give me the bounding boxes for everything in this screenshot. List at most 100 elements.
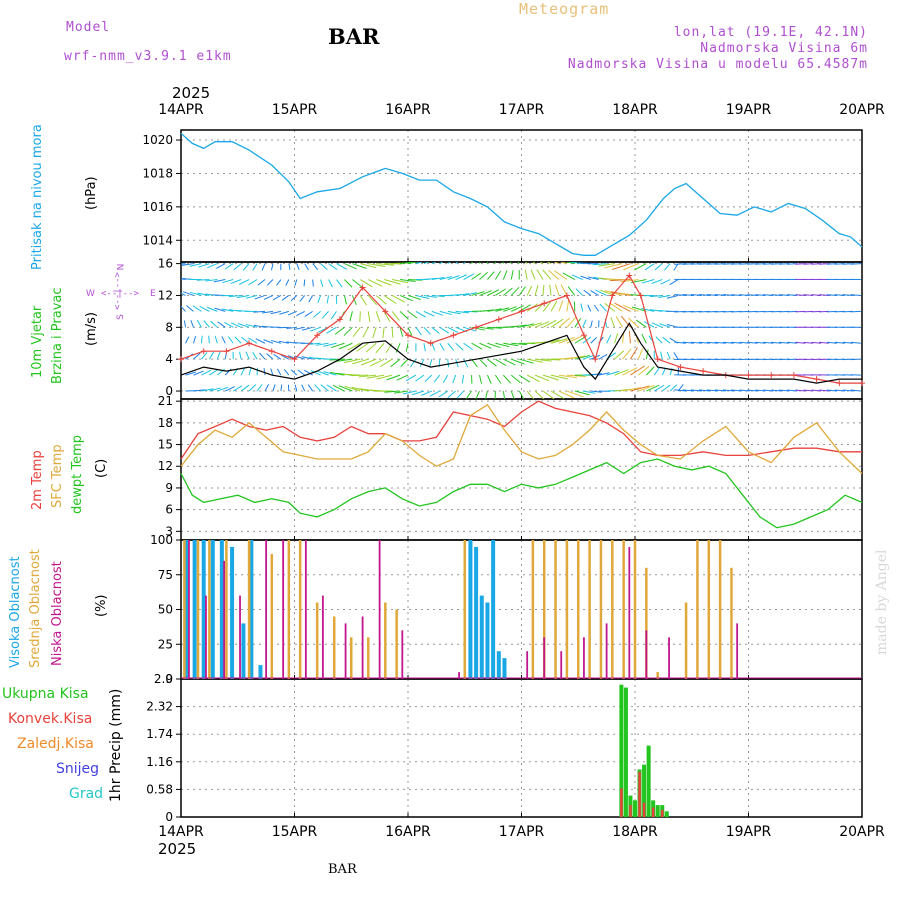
wind-arrow [637,348,644,360]
wind-arrow [255,338,266,344]
high-cloud-bar [210,540,215,679]
total-precip-bar [619,684,624,817]
wind-arrow [548,269,560,280]
wind-arrow [666,294,679,299]
wind-arrow [698,389,710,392]
wind-arrow [503,342,519,347]
wind-arrow [431,326,440,334]
wind-arrow [787,341,798,344]
wind-arrow [517,262,520,264]
wind-arrow [582,319,587,328]
wind-arrow [296,310,305,317]
wind-arrow [615,316,623,328]
wind-arrow [731,389,742,392]
convective-precip-bar [629,805,632,817]
wind-arrow [763,389,774,392]
wind-arrow [312,279,314,287]
wind-arrow [273,353,282,360]
wind-arrow [415,374,425,382]
y-tick-label: 15 [158,438,173,452]
wind-gust-marker [654,356,661,363]
wind-arrow [590,373,602,376]
wind-arrow [214,307,226,312]
wind-arrow [380,358,393,367]
wind-arrow [383,295,397,304]
wind-arrow [494,270,502,280]
wind-arrow [850,310,861,313]
wind-arrow [423,262,430,265]
wind-arrow [580,303,584,312]
wind-arrow [201,352,208,360]
convective-precip-bar [642,802,646,817]
wind-arrow [352,358,369,365]
wind-arrow [375,311,381,323]
wind-arrow [230,279,242,285]
wind-arrow [641,308,655,312]
wind-arrow [587,276,599,281]
wind-arrow [252,352,258,360]
wind-arrow [755,389,766,392]
wind-arrow [755,341,766,344]
wind-arrow [471,262,473,264]
wind-arrow [630,365,645,376]
wind-arrow [479,262,481,264]
wind-arrow [301,384,306,392]
low-cloud-bar [205,595,207,679]
wind-gust-marker [427,340,434,347]
wind-arrow [431,276,445,281]
y-tick-label: 0 [165,672,173,686]
y-tick-label: 18 [158,416,173,430]
wind-arrow [190,320,194,328]
wind-arrow [336,263,347,270]
wind-arrow [424,374,433,382]
low-cloud-bar [543,637,546,679]
wind-arrow [666,351,671,360]
wind-arrow [731,263,742,265]
wind-arrow [511,305,524,312]
mid-cloud-bar [196,540,200,679]
wind-arrow [382,327,385,339]
wind-arrow [542,301,552,312]
wind-arrow [463,262,466,264]
wind-arrow [248,337,258,344]
wind-arrow [245,323,258,328]
wind-arrow [376,263,394,266]
wind-arrow [336,358,353,362]
mid-cloud-bar [367,637,370,679]
wind-arrow [411,390,425,396]
wind-arrow [237,323,250,328]
wind-arrow [479,326,494,330]
wind-arrow [186,305,194,312]
wind-arrow [787,389,798,392]
high-cloud-bar [201,540,206,679]
high-cloud-bar [230,546,235,679]
wind-arrow [502,374,512,384]
wind-arrow [566,355,586,360]
pressure-line [180,132,863,256]
wind-arrow [826,341,838,344]
x-date-label-top: 14APR [158,102,204,118]
wind-arrow [620,315,631,328]
wind-arrow [375,342,385,354]
wind-arrow [344,385,361,392]
low-cloud-bar [526,651,529,679]
wind-arrow [278,340,289,344]
wind-arrow [197,292,210,296]
wind-arrow [722,389,734,392]
wind-arrow [351,295,357,306]
wind-arrow [336,279,343,288]
wind-arrow [554,270,568,280]
wind-arrow [628,330,631,344]
wind-arrow [181,263,186,265]
wind-arrow [803,341,814,344]
wind-arrow [236,294,250,299]
wind-arrow [739,294,750,296]
wind-arrow [510,390,515,399]
wind-arrow [662,336,671,344]
wind-arrow [239,351,242,360]
wind-arrow [485,390,488,399]
wind-arrow [447,275,460,280]
wind-arrow [240,384,250,392]
wind-arrow [747,294,758,296]
high-cloud-bar [192,540,197,679]
